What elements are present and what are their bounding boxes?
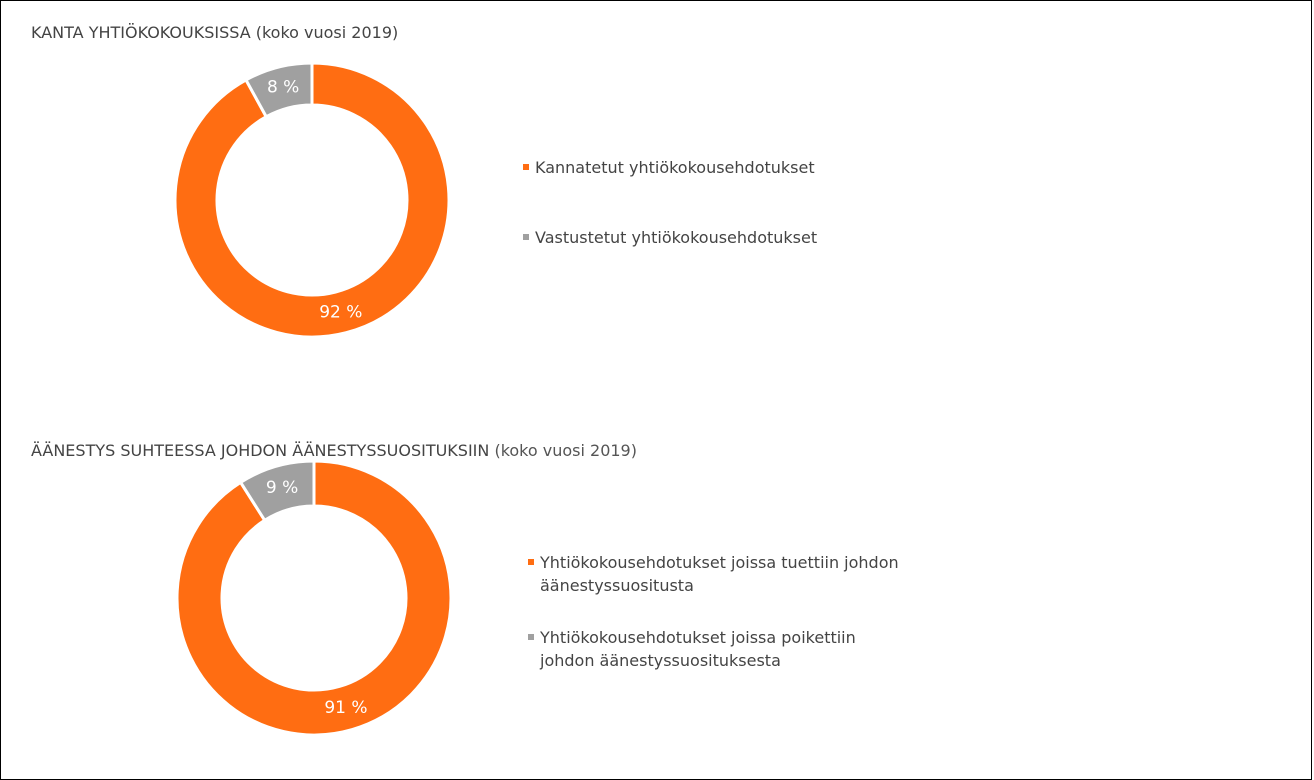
chart-title: ÄÄNESTYS SUHTEESSA JOHDON ÄÄNESTYSSUOSIT… bbox=[31, 441, 637, 460]
legend-label: Yhtiökokousehdotukset joissa poikettiin … bbox=[540, 628, 856, 670]
legend-item: Yhtiökokousehdotukset joissa poikettiin … bbox=[528, 626, 900, 672]
data-label: 9 % bbox=[266, 478, 298, 498]
legend-label: Yhtiökokousehdotukset joissa tuettiin jo… bbox=[540, 553, 899, 595]
legend-swatch bbox=[523, 164, 529, 170]
legend-label: Vastustetut yhtiökokousehdotukset bbox=[535, 228, 818, 247]
data-label: 8 % bbox=[267, 78, 299, 98]
legend-item: Yhtiökokousehdotukset joissa tuettiin jo… bbox=[528, 551, 900, 597]
legend-item: Kannatetut yhtiökokousehdotukset bbox=[523, 156, 895, 179]
legend: Yhtiökokousehdotukset joissa tuettiin jo… bbox=[528, 551, 900, 701]
donut-slice bbox=[175, 459, 453, 737]
subtitle: (koko vuosi 2019) bbox=[494, 441, 637, 460]
data-label: 91 % bbox=[324, 698, 367, 718]
title-text: KANTA YHTIÖKOKOUKSISSA (koko vuosi 2019) bbox=[31, 23, 399, 42]
legend-label: Kannatetut yhtiökokousehdotukset bbox=[535, 158, 815, 177]
legend-swatch bbox=[528, 559, 534, 565]
title-text: ÄÄNESTYS SUHTEESSA JOHDON ÄÄNESTYSSUOSIT… bbox=[31, 441, 490, 460]
donut-slice bbox=[243, 61, 314, 119]
legend-swatch bbox=[528, 634, 534, 640]
donut-slice bbox=[238, 459, 316, 523]
legend: Kannatetut yhtiökokousehdotukset Vastuste… bbox=[523, 156, 895, 296]
chart-title: KANTA YHTIÖKOKOUKSISSA (koko vuosi 2019) bbox=[31, 23, 398, 42]
donut-slice bbox=[173, 61, 451, 339]
legend-swatch bbox=[523, 234, 529, 240]
data-label: 92 % bbox=[319, 302, 362, 322]
legend-item: Vastustetut yhtiökokousehdotukset bbox=[523, 226, 895, 249]
